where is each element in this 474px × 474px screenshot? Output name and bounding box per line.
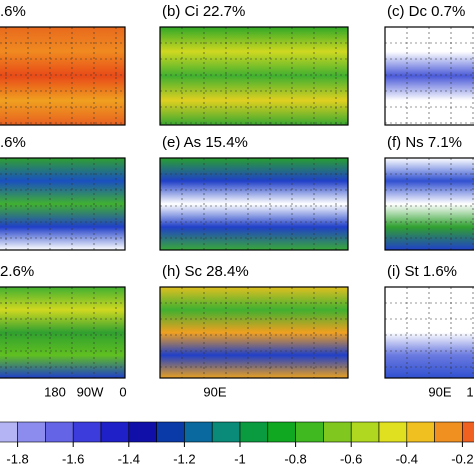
map-fill bbox=[385, 287, 474, 378]
map-frame bbox=[0, 26, 126, 126]
panel-title: (f) Ns 7.1% bbox=[387, 134, 462, 151]
color-cell bbox=[17, 421, 46, 443]
panel-title: 2.6% bbox=[0, 263, 34, 280]
color-cell bbox=[128, 421, 157, 443]
color-cell bbox=[462, 421, 474, 443]
color-cell bbox=[100, 421, 130, 443]
map-frame bbox=[159, 157, 349, 251]
colorbar: -1.8 -1.6 -1.4 -1.2 -1 -0.8 -0.6 -0.4 -0.2 bbox=[0, 421, 474, 466]
map-fill bbox=[0, 287, 125, 378]
color-cell bbox=[45, 421, 74, 443]
panel-title: (e) As 15.4% bbox=[162, 134, 248, 151]
x-tick-label: 0 bbox=[119, 384, 126, 399]
color-cell bbox=[267, 421, 296, 443]
panel-title: .6% bbox=[0, 134, 26, 151]
map-panels: .6% (b) Ci 22.7% (c) Dc 0.7% .6% (e) As 15.4… bbox=[0, 3, 474, 399]
map-fill bbox=[385, 158, 474, 250]
map-frame bbox=[384, 286, 474, 379]
color-cell bbox=[350, 421, 380, 443]
colorbar-tick-label: -1 bbox=[234, 451, 246, 466]
map-fill bbox=[160, 158, 348, 250]
panel-title: (i) St 1.6% bbox=[387, 263, 457, 280]
panel-title: (c) Dc 0.7% bbox=[387, 3, 465, 20]
x-tick-label: 90E bbox=[203, 384, 226, 399]
map-frame bbox=[384, 157, 474, 251]
colorbar-tick-label: -0.4 bbox=[396, 451, 418, 466]
panel-title: (h) Sc 28.4% bbox=[162, 263, 249, 280]
x-tick-label: 1 bbox=[466, 384, 473, 399]
colorbar-tick-label: -0.2 bbox=[451, 451, 473, 466]
colorbar-tick-label: -1.6 bbox=[62, 451, 84, 466]
map-frame bbox=[0, 286, 126, 379]
map-fill bbox=[385, 27, 474, 125]
map-frame bbox=[159, 286, 349, 379]
map-frame bbox=[0, 157, 126, 251]
color-cell bbox=[156, 421, 185, 443]
color-cell bbox=[434, 421, 463, 443]
panel-title: (b) Ci 22.7% bbox=[162, 3, 245, 20]
color-cell bbox=[323, 421, 352, 443]
color-cell bbox=[184, 421, 213, 443]
x-tick-label: 180 bbox=[44, 384, 66, 399]
colorbar-tick-label: -1.4 bbox=[118, 451, 140, 466]
color-cell bbox=[0, 421, 18, 443]
color-cell bbox=[406, 421, 435, 443]
color-cell bbox=[295, 421, 324, 443]
panel-title: .6% bbox=[0, 3, 26, 20]
color-cell bbox=[211, 421, 241, 443]
map-frame bbox=[384, 26, 474, 126]
map-fill bbox=[160, 27, 348, 125]
colorbar-tick-label: -0.8 bbox=[284, 451, 306, 466]
map-fill bbox=[160, 287, 348, 378]
map-frame bbox=[159, 26, 349, 126]
color-cell bbox=[378, 421, 408, 443]
map-fill bbox=[0, 158, 125, 250]
x-tick-label: 90E bbox=[428, 384, 451, 399]
colorbar-tick-label: -0.6 bbox=[340, 451, 362, 466]
colorbar-tick-label: -1.2 bbox=[173, 451, 195, 466]
color-cell bbox=[239, 421, 269, 443]
x-tick-label: 90W bbox=[77, 384, 104, 399]
colorbar-tick-label: -1.8 bbox=[6, 451, 28, 466]
color-cell bbox=[72, 421, 102, 443]
map-fill bbox=[0, 27, 125, 125]
